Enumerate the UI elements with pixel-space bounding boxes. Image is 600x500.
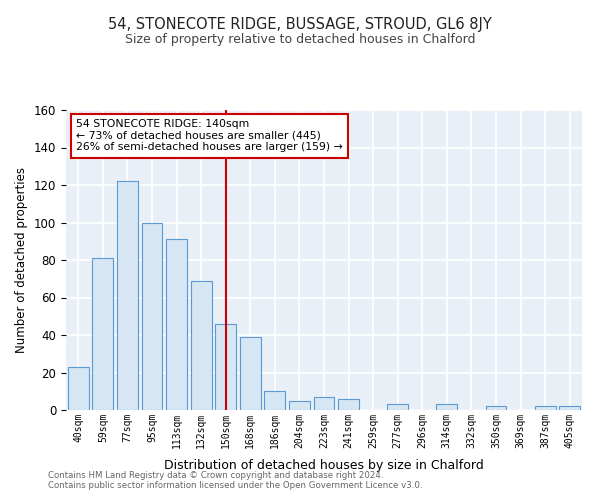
X-axis label: Distribution of detached houses by size in Chalford: Distribution of detached houses by size … bbox=[164, 459, 484, 472]
Bar bbox=[436, 404, 457, 410]
Bar bbox=[485, 406, 506, 410]
Bar bbox=[92, 258, 113, 410]
Bar bbox=[265, 391, 286, 410]
Bar bbox=[166, 240, 187, 410]
Bar bbox=[191, 280, 212, 410]
Text: Contains public sector information licensed under the Open Government Licence v3: Contains public sector information licen… bbox=[48, 480, 422, 490]
Bar bbox=[289, 400, 310, 410]
Bar bbox=[215, 324, 236, 410]
Bar bbox=[314, 397, 334, 410]
Bar bbox=[240, 337, 261, 410]
Text: 54, STONECOTE RIDGE, BUSSAGE, STROUD, GL6 8JY: 54, STONECOTE RIDGE, BUSSAGE, STROUD, GL… bbox=[108, 18, 492, 32]
Bar bbox=[559, 406, 580, 410]
Text: 54 STONECOTE RIDGE: 140sqm
← 73% of detached houses are smaller (445)
26% of sem: 54 STONECOTE RIDGE: 140sqm ← 73% of deta… bbox=[76, 119, 343, 152]
Bar bbox=[535, 406, 556, 410]
Text: Size of property relative to detached houses in Chalford: Size of property relative to detached ho… bbox=[125, 32, 475, 46]
Text: Contains HM Land Registry data © Crown copyright and database right 2024.: Contains HM Land Registry data © Crown c… bbox=[48, 470, 383, 480]
Bar bbox=[387, 404, 408, 410]
Bar bbox=[68, 367, 89, 410]
Bar bbox=[117, 181, 138, 410]
Bar bbox=[338, 399, 359, 410]
Bar bbox=[142, 222, 163, 410]
Y-axis label: Number of detached properties: Number of detached properties bbox=[16, 167, 28, 353]
